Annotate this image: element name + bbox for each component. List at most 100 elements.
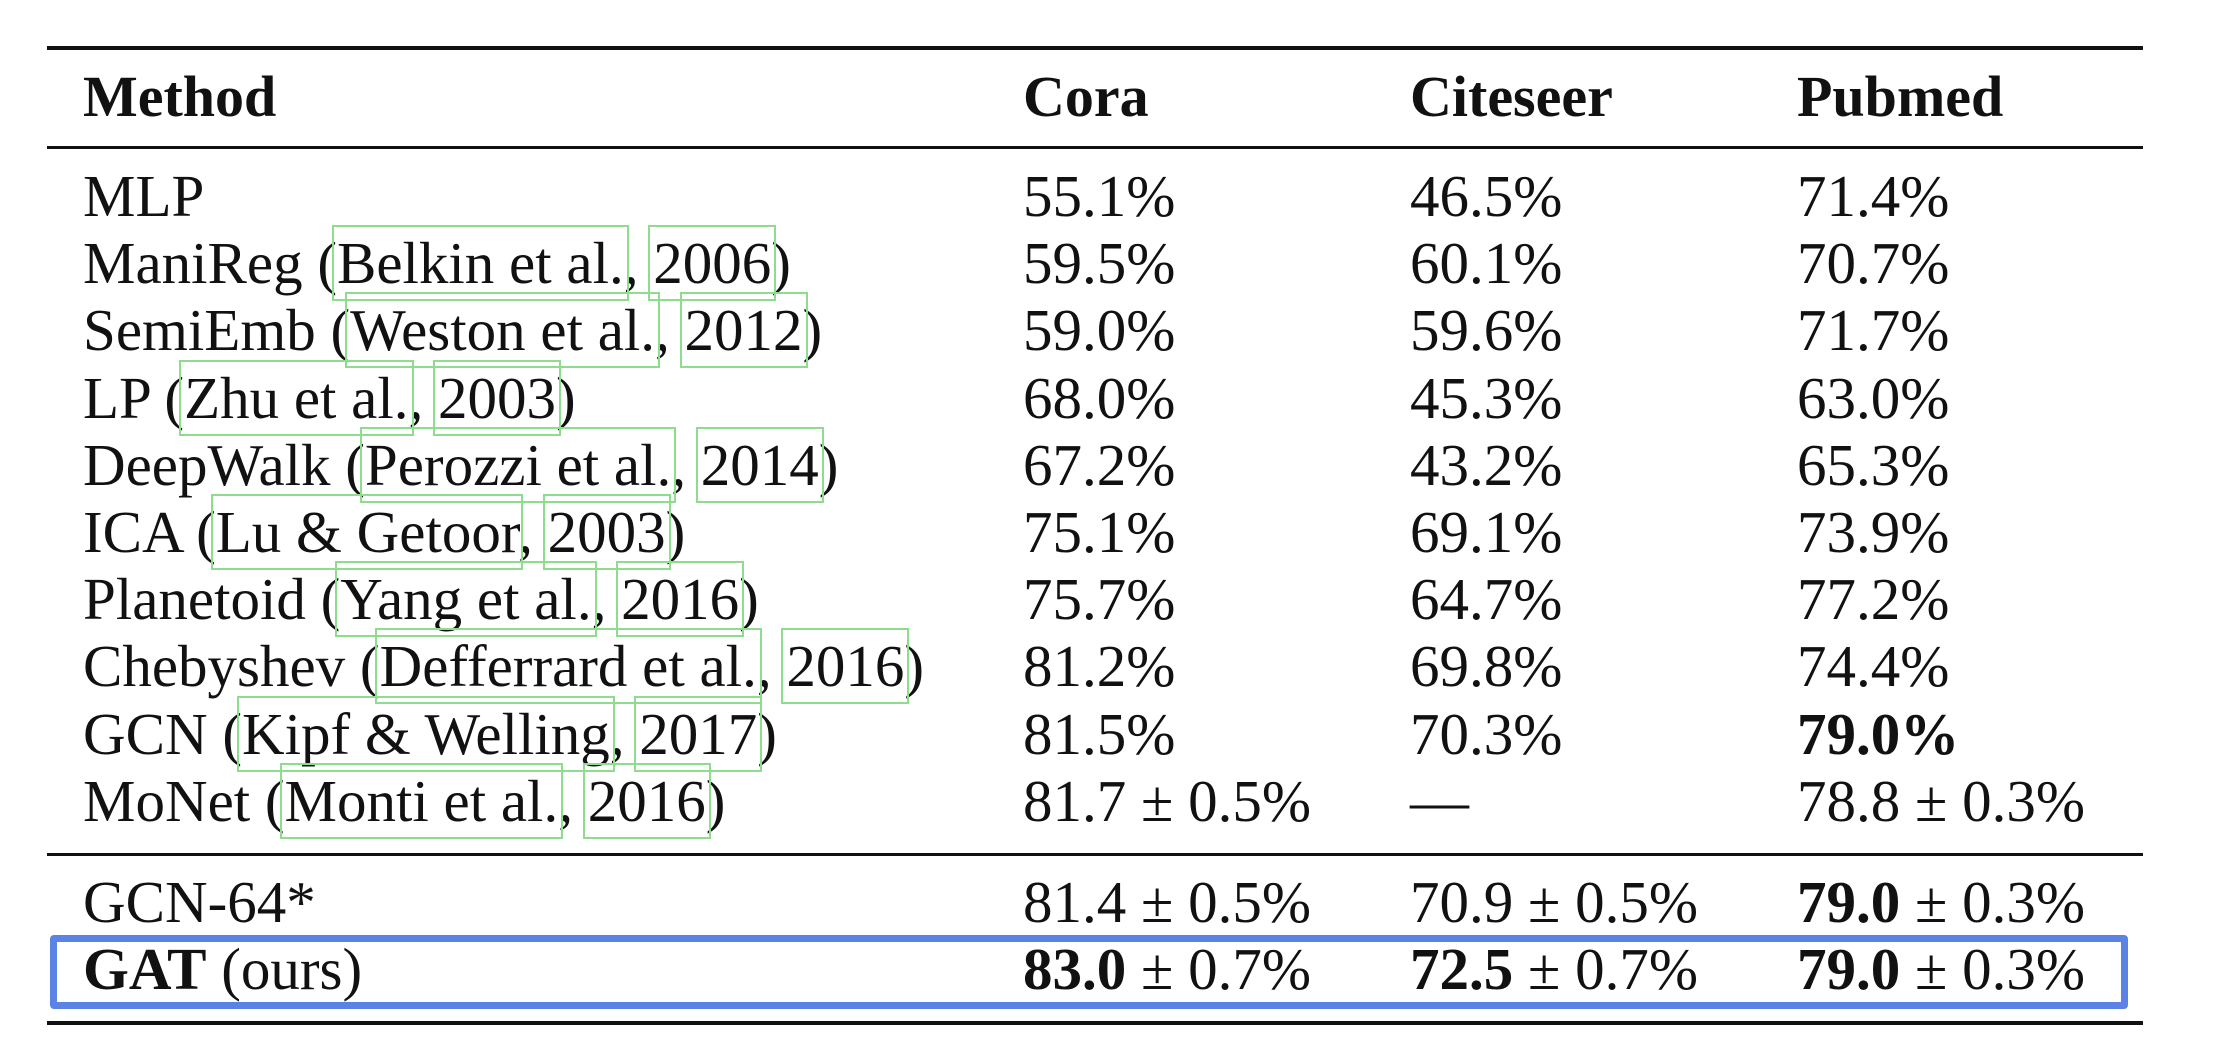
- citation-authors-link[interactable]: Perozzi et al.: [359, 427, 677, 503]
- citation-punct: ): [802, 297, 823, 363]
- cora-value: 81.7 ± 0.5%: [1023, 768, 1312, 834]
- header-pubmed: Pubmed: [1797, 64, 2004, 129]
- gcn64-pubmed-bold: 79.0: [1797, 869, 1901, 935]
- pubmed-value: 73.9%: [1797, 499, 1950, 565]
- gcn64-pubmed-rest: ± 0.3%: [1900, 869, 2086, 935]
- gcn64-cora: 81.4 ± 0.5%: [1023, 869, 1312, 935]
- gat-method: GAT (ours): [83, 940, 362, 999]
- gat-method-rest: (ours): [206, 936, 363, 1002]
- citation-year-link[interactable]: 2006: [648, 225, 777, 301]
- citeseer-value: 64.7%: [1410, 566, 1563, 632]
- citation-year-link[interactable]: 2003: [542, 494, 671, 570]
- method-name: Chebyshev (: [83, 633, 380, 699]
- citation-punct: ): [757, 701, 777, 767]
- pubmed-value: 74.4%: [1797, 633, 1950, 699]
- citeseer-value: 60.1%: [1410, 230, 1563, 296]
- method-cell: MoNet (Monti et al., 2016): [83, 763, 725, 839]
- citation-authors-link[interactable]: Defferrard et al.: [374, 628, 762, 704]
- citation-authors-link[interactable]: Monti et al.: [279, 763, 564, 839]
- pubmed-value: 71.4%: [1797, 163, 1950, 229]
- citation-year-link[interactable]: 2017: [634, 696, 763, 772]
- citation-year-link[interactable]: 2012: [679, 292, 808, 368]
- citeseer-value: 69.8%: [1410, 633, 1563, 699]
- citation-year-link[interactable]: 2016: [781, 628, 910, 704]
- top-rule: [47, 46, 2143, 50]
- method-cell: SemiEmb (Weston et al., 2012): [83, 292, 822, 368]
- citation-year-link[interactable]: 2016: [582, 763, 711, 839]
- method-name: ICA (: [83, 499, 216, 565]
- citation-punct: ): [556, 365, 576, 431]
- cora-value: 55.1%: [1023, 163, 1176, 229]
- pubmed-value: 79.0%: [1797, 701, 1960, 767]
- header-method: Method: [83, 64, 277, 129]
- citation-punct: ,: [591, 566, 622, 632]
- citation-punct: ,: [623, 230, 654, 296]
- gat-citeseer-rest: ± 0.7%: [1513, 936, 1699, 1002]
- method-cell: DeepWalk (Perozzi et al., 2014): [83, 427, 838, 503]
- method-name: Planetoid (: [83, 566, 341, 632]
- citation-year-link[interactable]: 2003: [433, 360, 562, 436]
- citation-authors-link[interactable]: Lu & Getoor: [210, 494, 524, 570]
- citation-punct: ,: [518, 499, 548, 565]
- citation-authors-link[interactable]: Yang et al.: [335, 561, 597, 637]
- method-cell: ManiReg (Belkin et al., 2006): [83, 225, 791, 301]
- citation-year-link[interactable]: 2016: [616, 561, 745, 637]
- citation-punct: ,: [558, 768, 588, 834]
- gat-cora: 83.0 ± 0.7%: [1023, 940, 1311, 999]
- method-name: SemiEmb (: [83, 297, 351, 363]
- gat-row-highlight: [50, 935, 2128, 1009]
- cora-value: 59.5%: [1023, 230, 1176, 296]
- pubmed-value: 63.0%: [1797, 365, 1950, 431]
- citation-punct: ,: [671, 432, 701, 498]
- citation-punct: ): [904, 633, 924, 699]
- cora-value: 67.2%: [1023, 432, 1176, 498]
- header-rule: [47, 146, 2143, 149]
- gat-pubmed: 79.0 ± 0.3%: [1797, 940, 2085, 999]
- citation-punct: ,: [655, 297, 685, 363]
- citeseer-value: 45.3%: [1410, 365, 1563, 431]
- cora-value: 75.7%: [1023, 566, 1176, 632]
- citation-authors-link[interactable]: Weston et al.: [345, 292, 661, 368]
- pubmed-value: 70.7%: [1797, 230, 1950, 296]
- method-name: GCN (: [83, 701, 242, 767]
- citeseer-value: 59.6%: [1410, 297, 1563, 363]
- method-cell: ICA (Lu & Getoor, 2003): [83, 494, 685, 570]
- gcn64-method: GCN-64*: [83, 869, 316, 935]
- cora-value: 59.0%: [1023, 297, 1176, 363]
- cora-value: 81.5%: [1023, 701, 1176, 767]
- citation-authors-link[interactable]: Kipf & Welling: [236, 696, 615, 772]
- method-name: MoNet (: [83, 768, 285, 834]
- header-cora: Cora: [1023, 64, 1149, 129]
- gat-method-bold: GAT: [83, 936, 207, 1002]
- method-cell: LP (Zhu et al., 2003): [83, 360, 576, 436]
- pubmed-value: 65.3%: [1797, 432, 1950, 498]
- gat-cora-rest: ± 0.7%: [1126, 936, 1312, 1002]
- method-cell: GCN (Kipf & Welling, 2017): [83, 696, 777, 772]
- method-cell: Chebyshev (Defferrard et al., 2016): [83, 628, 924, 704]
- method-cell: MLP: [83, 167, 204, 226]
- citation-punct: ): [665, 499, 686, 565]
- method-cell: Planetoid (Yang et al., 2016): [83, 561, 759, 637]
- citation-authors-link[interactable]: Zhu et al.: [179, 360, 414, 436]
- section-rule: [47, 853, 2143, 856]
- citation-authors-link[interactable]: Belkin et al.: [331, 225, 629, 301]
- citation-punct: ): [739, 566, 759, 632]
- citation-punct: ,: [408, 365, 439, 431]
- pubmed-value: 71.7%: [1797, 297, 1950, 363]
- gcn64-pubmed: 79.0 ± 0.3%: [1797, 873, 2085, 932]
- cora-value: 68.0%: [1023, 365, 1176, 431]
- citeseer-value: 70.3%: [1410, 701, 1563, 767]
- gcn64-citeseer: 70.9 ± 0.5%: [1410, 869, 1699, 935]
- citation-punct: ,: [756, 633, 787, 699]
- pubmed-value: 78.8 ± 0.3%: [1797, 768, 2086, 834]
- gat-pubmed-rest: ± 0.3%: [1900, 936, 2086, 1002]
- cora-value: 81.2%: [1023, 633, 1176, 699]
- citation-punct: ): [705, 768, 726, 834]
- citation-year-link[interactable]: 2014: [695, 427, 824, 503]
- citation-punct: ): [818, 432, 839, 498]
- gat-citeseer-bold: 72.5: [1410, 936, 1514, 1002]
- method-name: MLP: [83, 163, 205, 229]
- header-citeseer: Citeseer: [1410, 64, 1613, 129]
- citation-punct: ,: [609, 701, 640, 767]
- citation-punct: ): [771, 230, 791, 296]
